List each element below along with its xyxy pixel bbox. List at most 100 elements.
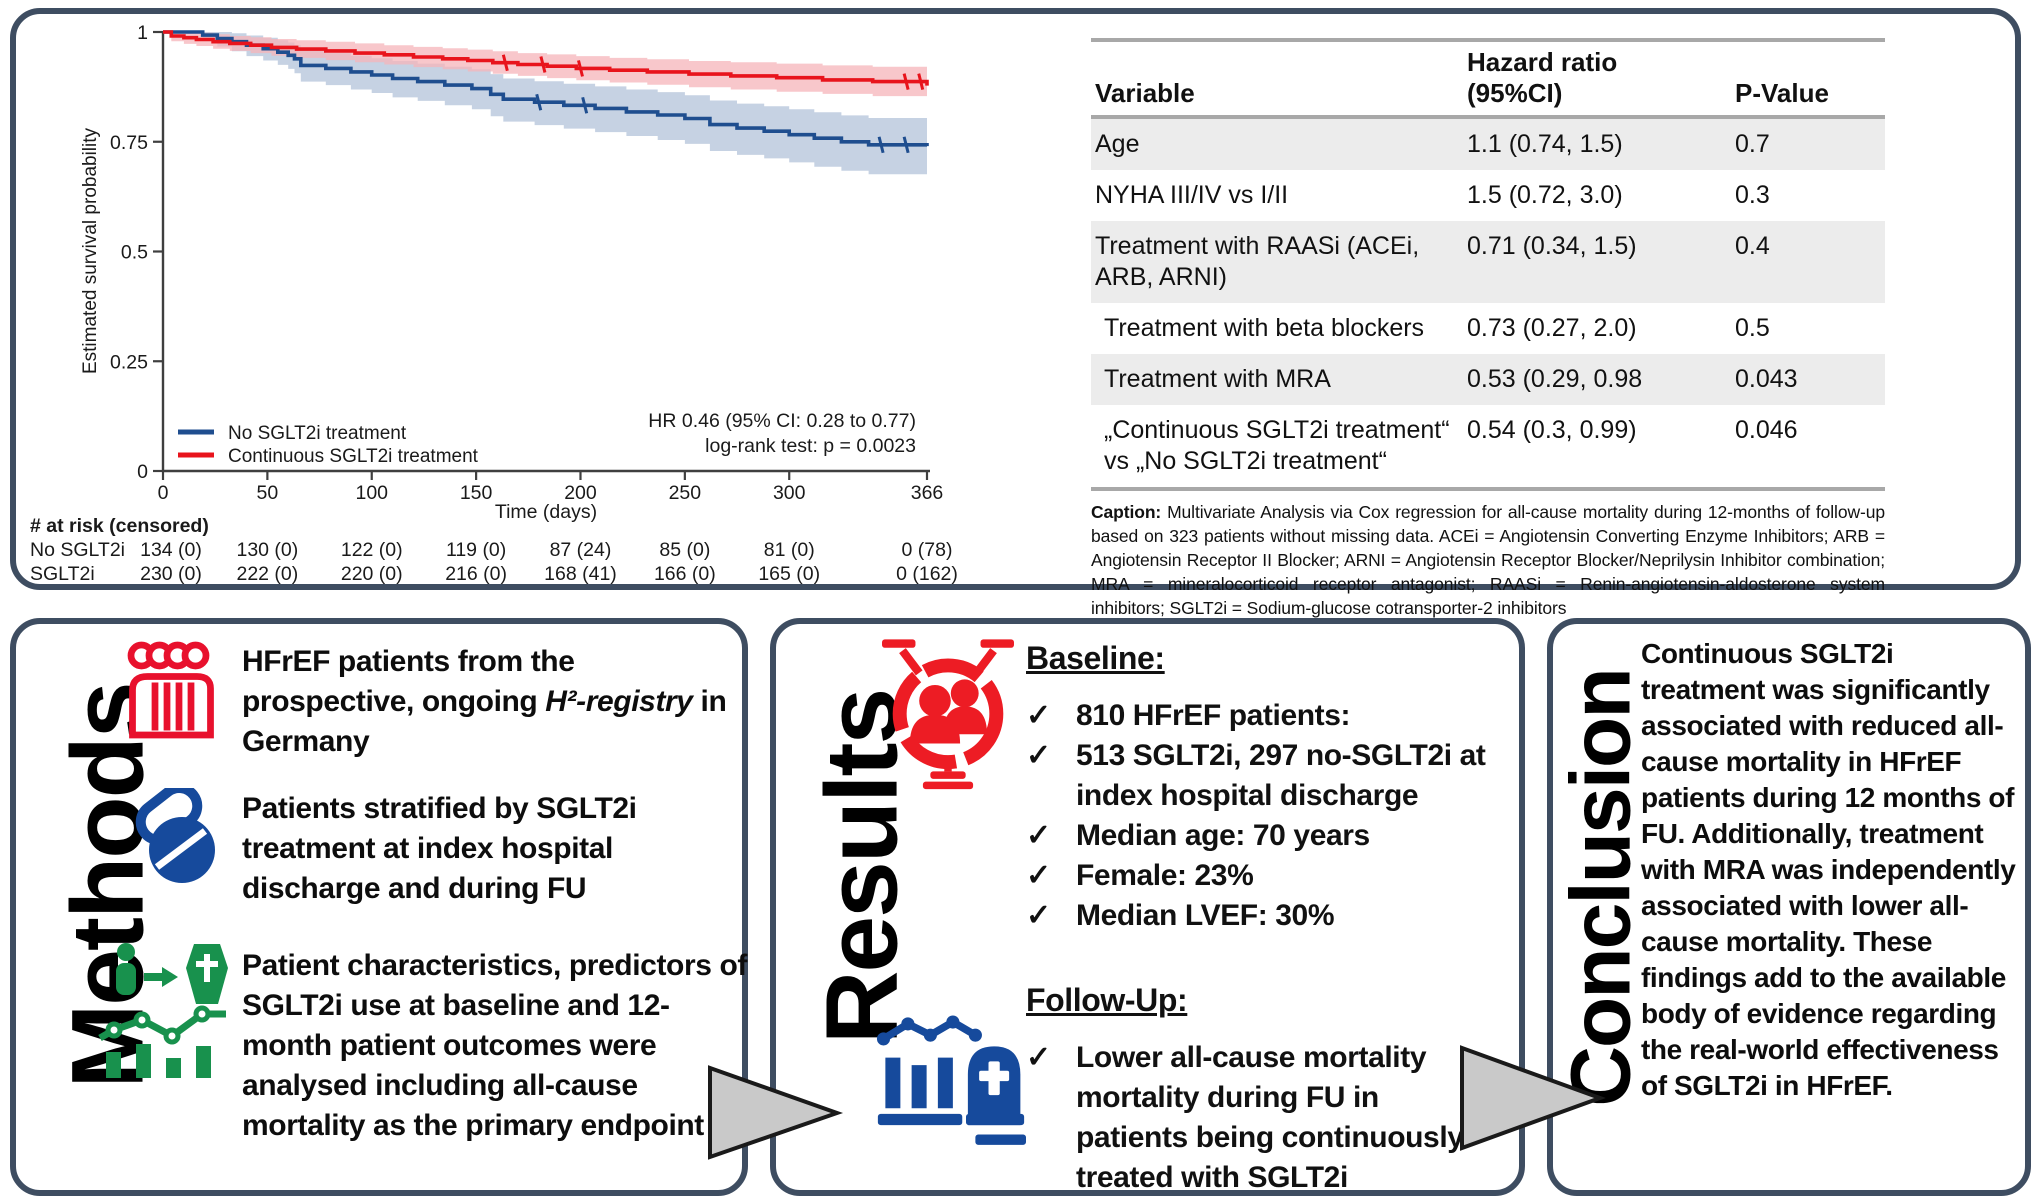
top-panel: Variable Hazard ratio (95%CI) P-Value Ag…	[10, 8, 2021, 618]
methods-panel: Methods HFrEF patients from the prospect…	[10, 618, 748, 1196]
x-axis-label: Time (days)	[495, 501, 597, 523]
row-variable: Treatment with RAASi (ACEi, ARB, ARNI)	[1095, 232, 1420, 291]
risk-value: 130 (0)	[236, 539, 298, 561]
methods-item-1-tail: in Germany	[242, 685, 727, 758]
table-row: Treatment with MRA 0.53 (0.29, 0.98 0.04…	[1091, 354, 1885, 405]
row-pvalue: 0.5	[1735, 314, 1770, 342]
censor-mark	[902, 73, 910, 90]
risk-value: 166 (0)	[654, 563, 716, 585]
col-header-variable: Variable	[1095, 78, 1195, 108]
bullet-text: Median LVEF: 30%	[1076, 899, 1335, 932]
row-variable: NYHA III/IV vs I/II	[1095, 181, 1289, 209]
table-row: NYHA III/IV vs I/II 1.5 (0.72, 3.0) 0.3	[1091, 170, 1885, 221]
risk-value: 222 (0)	[236, 563, 298, 585]
risk-value: 165 (0)	[758, 563, 820, 585]
risk-value: 168 (41)	[544, 563, 617, 585]
table-row: Treatment with beta blockers 0.73 (0.27,…	[1091, 303, 1885, 354]
bullet-item: ✓ Lower all-cause mortality mortality du…	[1026, 1038, 1491, 1198]
table-header-rule	[1091, 115, 1885, 119]
methods-item-1-text: HFrEF patients from the prospective, ong…	[242, 645, 575, 718]
risk-value: 230 (0)	[140, 563, 202, 585]
row-hr: 0.54 (0.3, 0.99)	[1467, 416, 1637, 444]
row-pvalue: 0.4	[1735, 232, 1770, 260]
risk-value: 220 (0)	[341, 563, 403, 585]
checkmark-icon: ✓	[1026, 819, 1052, 852]
risk-value: 87 (24)	[550, 539, 612, 561]
caption-text: Multivariate Analysis via Cox regression…	[1091, 502, 1885, 618]
legend-label: Continuous SGLT2i treatment	[228, 446, 479, 467]
col-header-hr-line2: (95%CI)	[1467, 78, 1563, 108]
row-pvalue: 0.043	[1735, 365, 1798, 393]
row-pvalue: 0.046	[1735, 416, 1798, 444]
bullet-item: ✓ 810 HFrEF patients:	[1026, 696, 1491, 736]
checkmark-icon: ✓	[1026, 739, 1052, 772]
bullet-text: Female: 23%	[1076, 859, 1254, 892]
y-tick-label: 0	[137, 461, 148, 483]
checkmark-icon: ✓	[1026, 699, 1052, 732]
mortality-outcome-icon	[876, 1015, 1026, 1145]
table-bottom-rule	[1091, 487, 1885, 491]
caption-label: Caption:	[1091, 502, 1162, 522]
row-variable: „Continuous SGLT2i treatment“ vs „No SGL…	[1104, 416, 1450, 475]
x-tick-label: 0	[158, 482, 169, 504]
x-tick-label: 50	[257, 482, 279, 504]
results-panel: Results Baseline: ✓ 810 HFrEF patients: …	[770, 618, 1525, 1196]
y-axis-label: Estimated survival probability	[80, 127, 101, 374]
x-tick-label: 200	[564, 482, 597, 504]
x-tick-label: 300	[773, 482, 806, 504]
censor-mark	[535, 93, 543, 111]
bullet-text: 810 HFrEF patients:	[1076, 699, 1351, 732]
y-tick-label: 0.75	[110, 132, 148, 154]
censor-mark	[501, 54, 509, 72]
pills-icon	[135, 788, 215, 883]
row-hr: 1.1 (0.74, 1.5)	[1467, 130, 1623, 158]
risk-value: 81 (0)	[764, 539, 815, 561]
x-tick-label: 100	[355, 482, 388, 504]
hazard-ratio-table: Variable Hazard ratio (95%CI) P-Value Ag…	[1091, 38, 1885, 620]
conclusion-title: Conclusion	[1553, 669, 1648, 1107]
y-tick-label: 0.5	[121, 242, 148, 264]
table-caption: Caption: Multivariate Analysis via Cox r…	[1091, 500, 1885, 620]
bullet-item: ✓ 513 SGLT2i, 297 no-SGLT2i at index hos…	[1026, 736, 1491, 816]
risk-value: 119 (0)	[446, 539, 506, 561]
row-hr: 0.53 (0.29, 0.98	[1467, 365, 1643, 393]
table-row: Age 1.1 (0.74, 1.5) 0.7	[1091, 119, 1885, 170]
risk-value: 85 (0)	[659, 539, 710, 561]
bullet-text: Median age: 70 years	[1076, 819, 1370, 852]
followup-bullets: ✓ Lower all-cause mortality mortality du…	[1026, 1038, 1491, 1198]
row-hr: 0.73 (0.27, 2.0)	[1467, 314, 1637, 342]
x-tick-label: 250	[669, 482, 702, 504]
bullet-text: 513 SGLT2i, 297 no-SGLT2i at index hospi…	[1076, 739, 1486, 812]
censor-mark	[917, 73, 925, 90]
bullet-item: ✓ Median age: 70 years	[1026, 816, 1491, 856]
methods-item-1: HFrEF patients from the prospective, ong…	[242, 642, 742, 762]
checkmark-icon: ✓	[1026, 1041, 1052, 1074]
col-header-pvalue: P-Value	[1735, 78, 1829, 108]
table-row: Treatment with RAASi (ACEi, ARB, ARNI) 0…	[1091, 221, 1885, 303]
conclusion-text: Continuous SGLT2i treatment was signific…	[1641, 638, 2016, 1101]
x-tick-label: 150	[460, 482, 493, 504]
row-variable: Age	[1095, 130, 1140, 158]
row-pvalue: 0.3	[1735, 181, 1770, 209]
col-header-hr-line1: Hazard ratio	[1467, 47, 1618, 77]
registry-name: H²-registry	[545, 685, 693, 718]
y-tick-label: 1	[137, 22, 148, 44]
baseline-bullets: ✓ 810 HFrEF patients: ✓ 513 SGLT2i, 297 …	[1026, 696, 1491, 936]
kaplan-meier-plot: 0 0.25 0.5 0.75 1 0 50 100 150 200 250 300 366 Estima…	[30, 22, 958, 585]
row-pvalue: 0.7	[1735, 130, 1770, 158]
legend-label: No SGLT2i treatment	[228, 423, 407, 444]
censor-mark	[877, 136, 885, 154]
bullet-item: ✓ Female: 23%	[1026, 856, 1491, 896]
censor-mark	[539, 56, 547, 73]
risk-table-header: # at risk (censored)	[30, 515, 209, 537]
risk-row-label: No SGLT2i	[30, 539, 125, 561]
y-tick-label: 0.25	[110, 351, 148, 373]
censor-mark	[577, 60, 584, 77]
table-header-row: Variable Hazard ratio (95%CI) P-Value	[1091, 42, 1885, 115]
risk-value: 134 (0)	[140, 539, 202, 561]
risk-value: 122 (0)	[341, 539, 403, 561]
risk-value: 216 (0)	[445, 563, 507, 585]
table-row: „Continuous SGLT2i treatment“ vs „No SGL…	[1091, 405, 1885, 487]
row-hr: 0.71 (0.34, 1.5)	[1467, 232, 1637, 260]
